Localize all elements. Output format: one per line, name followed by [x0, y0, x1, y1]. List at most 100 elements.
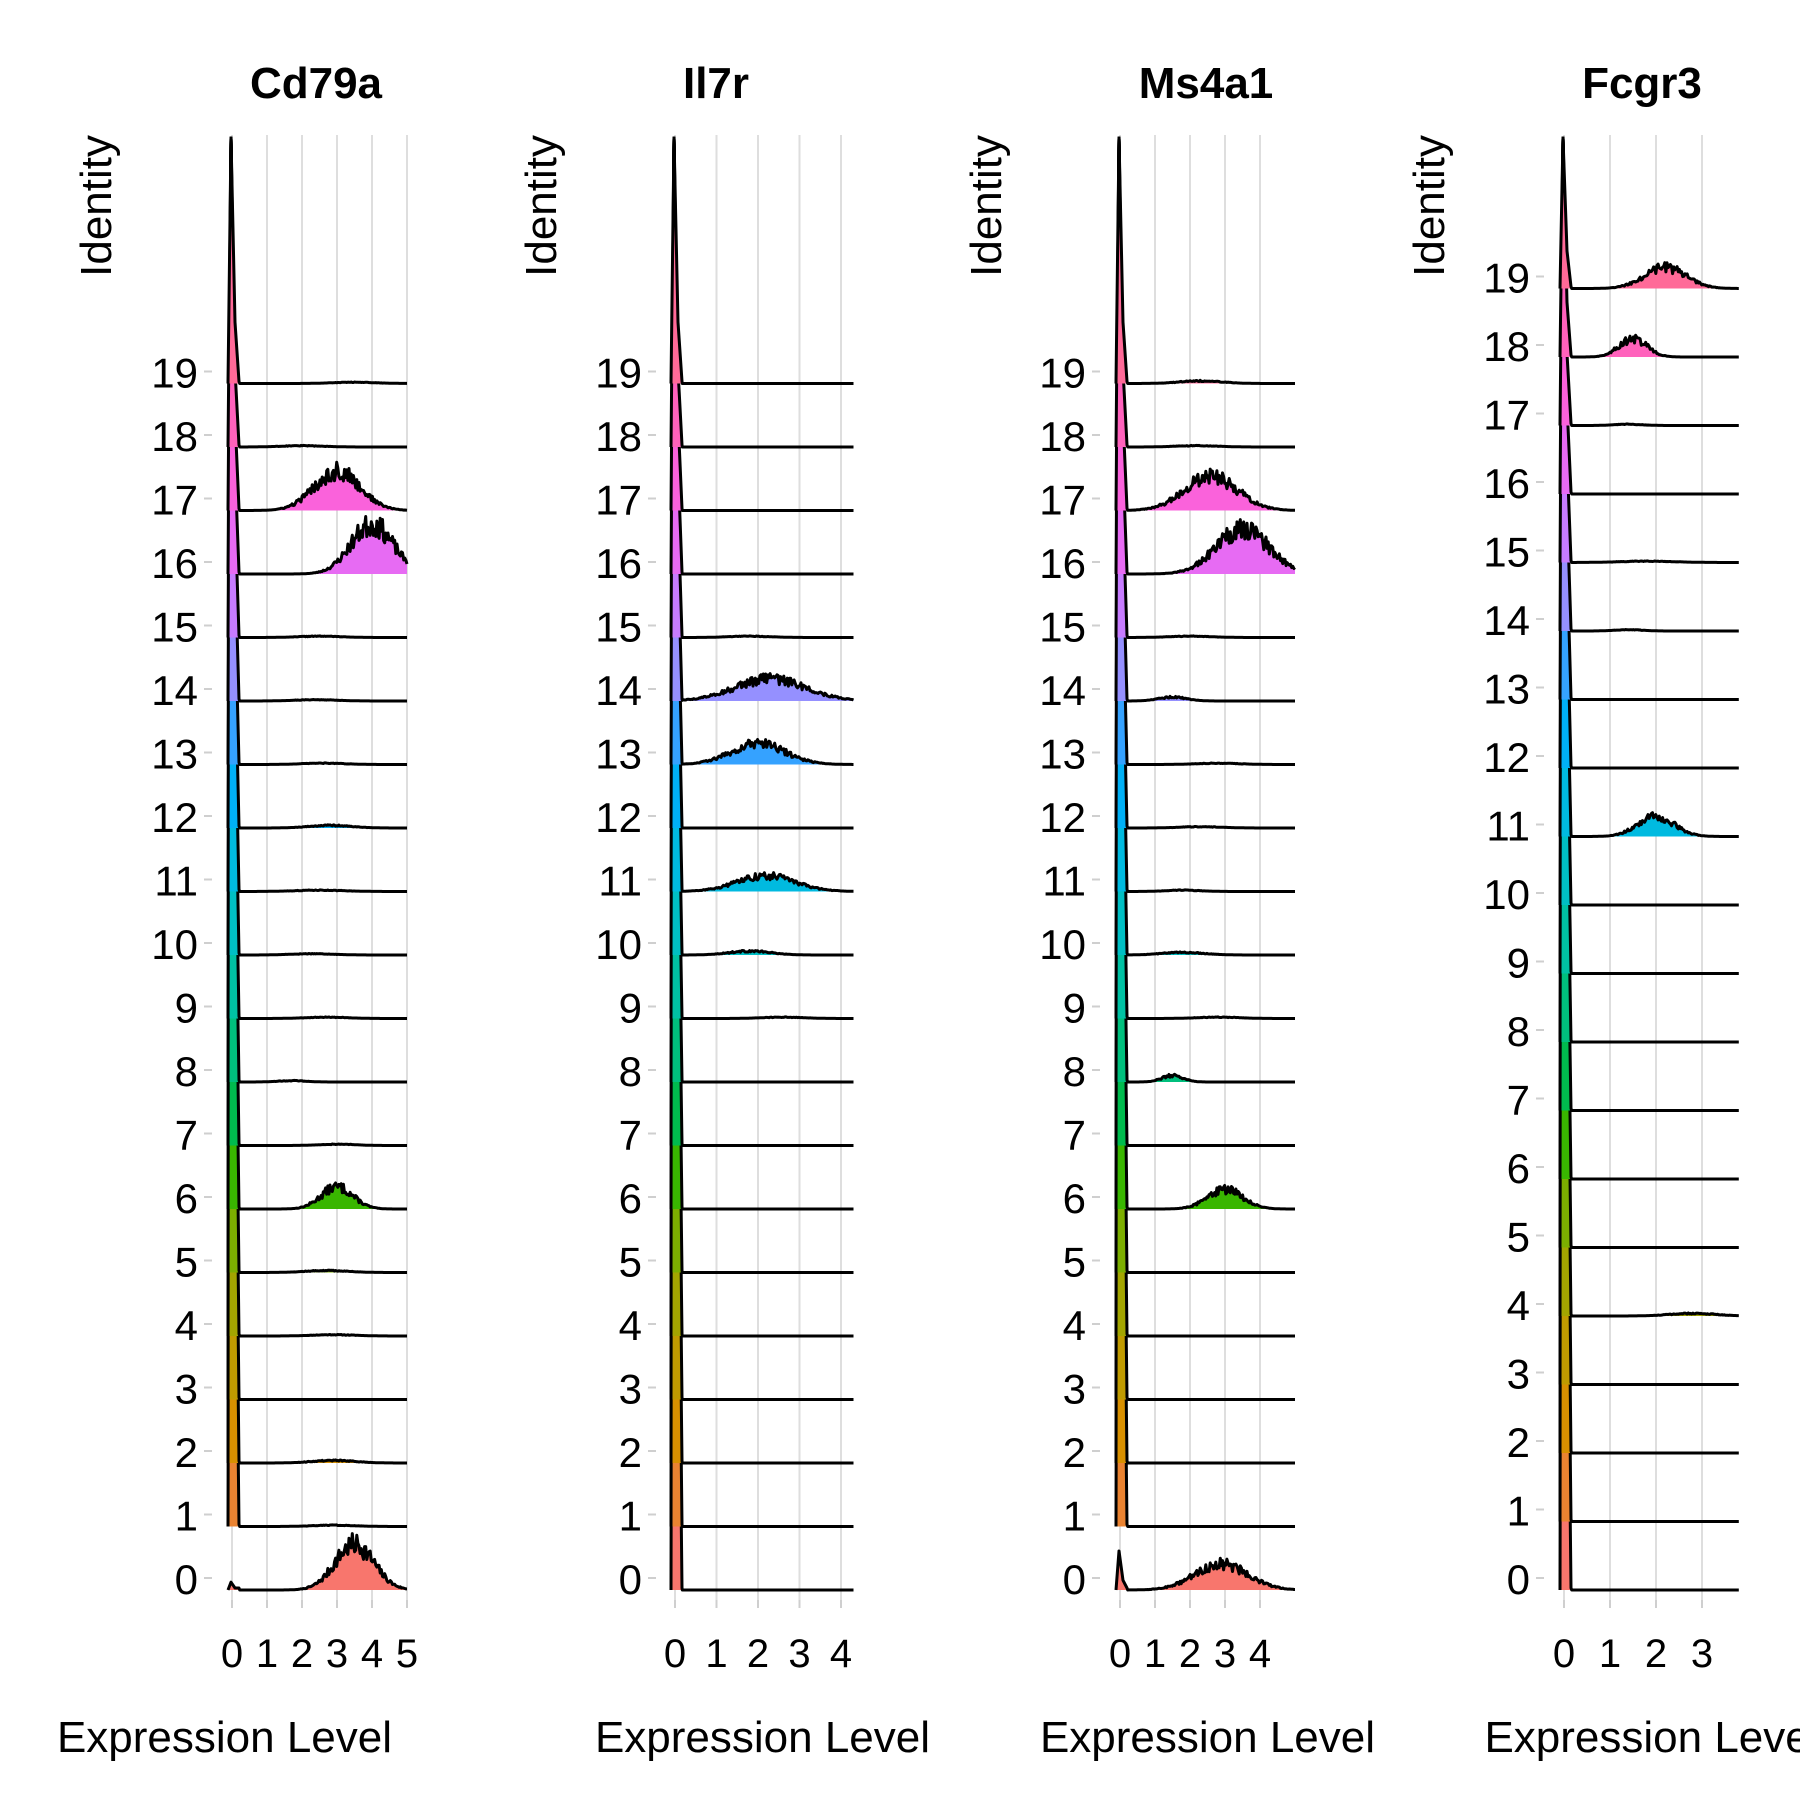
- ridge-line: [669, 136, 854, 576]
- ridge-fill: [1116, 138, 1295, 511]
- y-tick-label: 2: [175, 1429, 198, 1476]
- ridge-line: [1114, 136, 1296, 1528]
- ridge-line: [1558, 136, 1740, 427]
- y-tick-label: 6: [1063, 1175, 1086, 1222]
- ridge-line: [226, 136, 408, 1528]
- ridge-line: [669, 136, 854, 1211]
- ridge-line: [669, 136, 854, 512]
- y-tick-label: 15: [151, 604, 198, 651]
- ridge-fill: [228, 138, 407, 384]
- y-tick-label: 6: [175, 1175, 198, 1222]
- ridge-line: [226, 136, 408, 957]
- y-tick-label: 3: [175, 1366, 198, 1413]
- ridge-line: [1114, 1549, 1296, 1592]
- y-tick-label: 5: [619, 1239, 642, 1286]
- x-tick-label: 0: [1109, 1632, 1131, 1676]
- x-axis-label: Expression Level: [1040, 1713, 1375, 1762]
- panel-title: Cd79a: [250, 59, 383, 108]
- ridge-line: [1114, 136, 1296, 957]
- ridge-line: [1558, 136, 1740, 359]
- ridge-line: [1558, 136, 1740, 975]
- ridge-line: [669, 136, 854, 1592]
- y-tick-label: 7: [175, 1112, 198, 1159]
- x-axis-label: Expression Level: [595, 1713, 930, 1762]
- ridge-fill: [1560, 138, 1739, 1316]
- panel-title: Il7r: [683, 59, 749, 108]
- ridge-fill: [228, 138, 407, 511]
- ridge-fill: [1116, 138, 1295, 1273]
- y-tick-label: 11: [1042, 858, 1086, 905]
- ridge-line: [226, 136, 408, 512]
- y-tick-label: 16: [595, 540, 642, 587]
- x-tick-label: 4: [1249, 1632, 1271, 1676]
- ridge-line: [669, 136, 854, 830]
- x-tick-label: 4: [830, 1632, 852, 1676]
- ridge-fill: [1116, 138, 1295, 1209]
- ridge-fill: [1116, 138, 1295, 892]
- y-tick-label: 10: [1483, 871, 1530, 918]
- y-tick-label: 16: [151, 540, 198, 587]
- ridge-fill: [671, 138, 854, 384]
- ridge-line: [1114, 136, 1296, 1147]
- ridge-fill: [1560, 138, 1739, 837]
- ridge-line: [226, 136, 408, 830]
- ridge-fill: [671, 138, 854, 1082]
- x-tick-label: 5: [396, 1632, 418, 1676]
- y-tick-label: 18: [1039, 413, 1086, 460]
- y-tick-label: 4: [175, 1302, 198, 1349]
- ridge-fill: [671, 138, 854, 638]
- y-tick-label: 9: [1507, 940, 1530, 987]
- ridge-line: [226, 136, 408, 639]
- ridge-line: [226, 136, 409, 576]
- y-tick-label: 19: [1039, 350, 1086, 397]
- ridge-line: [1558, 136, 1740, 1112]
- ridge-fill: [1560, 138, 1739, 1385]
- ridge-fill: [1560, 138, 1739, 357]
- y-tick-label: 9: [1063, 985, 1086, 1032]
- y-tick-label: 13: [1039, 731, 1086, 778]
- y-tick-label: 6: [619, 1175, 642, 1222]
- ridge-line: [1558, 136, 1740, 1044]
- y-tick-label: 14: [151, 667, 198, 714]
- ridge-line: [1558, 136, 1740, 907]
- ridge-line: [1114, 136, 1296, 1401]
- ridge-line: [669, 136, 854, 1020]
- x-tick-label: 1: [1599, 1632, 1621, 1676]
- y-tick-label: 1: [175, 1493, 198, 1540]
- y-tick-label: 19: [595, 350, 642, 397]
- ridge-line: [1558, 136, 1740, 1455]
- y-axis-label: Identity: [962, 135, 1011, 277]
- ridge-fill: [1116, 138, 1295, 1082]
- ridge-line: [1558, 136, 1740, 496]
- y-tick-label: 4: [1507, 1282, 1530, 1329]
- ridge-line: [226, 136, 408, 1211]
- ridge-line: [1114, 136, 1296, 576]
- y-tick-label: 13: [595, 731, 642, 778]
- ridge-fill: [671, 138, 854, 1146]
- y-tick-label: 11: [598, 858, 642, 905]
- ridge-line: [1114, 136, 1296, 1338]
- ridge-line: [669, 136, 854, 1401]
- x-axis-label: Expression Level: [57, 1713, 392, 1762]
- ridge-fill: [671, 138, 854, 765]
- ridge-line: [226, 136, 408, 1401]
- y-tick-label: 19: [1483, 255, 1530, 302]
- ridge-fill: [228, 138, 407, 447]
- ridge-line: [1558, 136, 1740, 633]
- y-tick-label: 3: [1507, 1351, 1530, 1398]
- ridge-fill: [228, 138, 407, 1146]
- ridge-line: [669, 136, 854, 1274]
- ridge-fill: [1116, 138, 1295, 765]
- ridge-line: [1114, 136, 1296, 1465]
- ridge-line: [1558, 136, 1740, 1386]
- x-tick-label: 3: [1214, 1632, 1236, 1676]
- x-tick-label: 3: [788, 1632, 810, 1676]
- ridge-fill: [228, 138, 407, 1527]
- y-tick-label: 0: [1063, 1556, 1086, 1603]
- ridge-fill: [1116, 138, 1295, 447]
- y-axis-label: Identity: [517, 135, 566, 277]
- ridge-fill: [671, 138, 854, 574]
- y-tick-label: 9: [619, 985, 642, 1032]
- ridge-fill: [671, 138, 854, 955]
- ridge-line: [226, 136, 408, 893]
